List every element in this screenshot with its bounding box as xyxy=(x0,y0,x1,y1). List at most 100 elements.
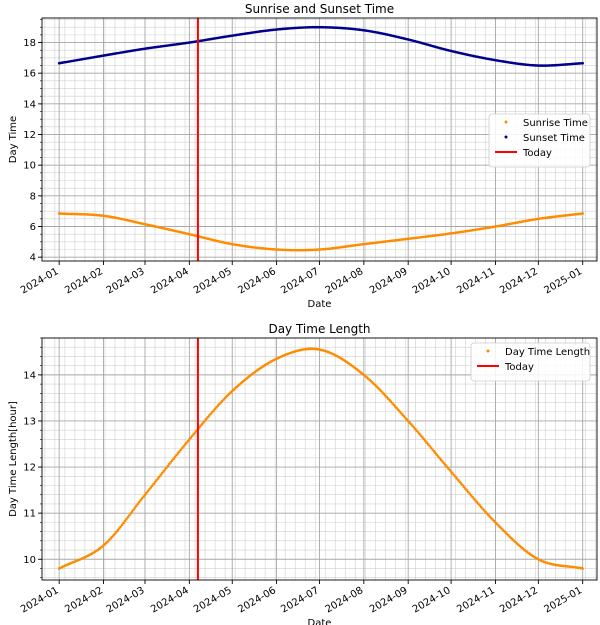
chart2-x-tick-label: 2024-10 xyxy=(411,585,453,615)
chart1-y-tick-label: 6 xyxy=(30,222,36,233)
chart2-series-1-point xyxy=(152,482,155,486)
chart2-x-tick-label: 2024-02 xyxy=(63,585,105,615)
chart1-series-1-point xyxy=(581,212,584,215)
chart2-x-tick-label: 2024-11 xyxy=(455,585,497,615)
chart2-series-1-point xyxy=(123,519,127,523)
chart2-series-1-point xyxy=(160,471,164,475)
chart2-y-tick-label: 11 xyxy=(23,509,36,520)
chart2-x-tick-label: 2024-07 xyxy=(279,585,321,615)
chart2-series-1-point xyxy=(434,451,437,455)
chart2-series-1-point xyxy=(444,463,447,467)
chart2-series-1-point xyxy=(126,515,130,519)
chart1-x-tick-label: 2024-09 xyxy=(368,266,410,296)
chart1-x-tick-label: 2025-01 xyxy=(542,266,584,296)
chart1-series-1 xyxy=(57,212,584,252)
chart2-series-1-point xyxy=(442,461,446,465)
chart2-series-1-point xyxy=(179,448,183,452)
chart2-series-1-point xyxy=(168,462,171,466)
chart2-y-tick-label: 13 xyxy=(23,416,36,427)
chart1-x-tick-label: 2024-06 xyxy=(236,266,278,296)
chart2-legend-label-1: Day Time Length xyxy=(505,347,590,358)
chart1-x-tick-label: 2024-01 xyxy=(19,266,61,296)
chart2-series-1-point xyxy=(421,436,424,439)
chart2-plot-area xyxy=(38,337,598,584)
chart1-legend-label-1: Sunrise Time xyxy=(523,118,588,129)
chart2-series-1-point xyxy=(190,434,194,438)
chart2-series-1-point xyxy=(456,478,460,482)
chart1-y-axis-label: Day Time xyxy=(8,116,19,163)
chart2-series-1-point xyxy=(419,434,423,438)
chart1-plot-area xyxy=(38,17,598,265)
chart2-series-1-point xyxy=(162,470,165,473)
chart2-legend: Day Time Length Today xyxy=(470,342,591,382)
chart2-series-1-point xyxy=(200,422,204,426)
chart2-series-1-point xyxy=(173,455,177,459)
chart2-x-tick-label: 2025-01 xyxy=(542,585,584,615)
chart1-series-2 xyxy=(57,25,584,67)
chart2-x-tick-label: 2024-06 xyxy=(236,585,278,615)
chart2-series-1-point xyxy=(165,466,168,470)
chart2-legend-label-2: Today xyxy=(504,362,534,373)
chart2-series-1-point xyxy=(116,528,120,532)
chart2-series-1-point xyxy=(468,492,471,495)
chart1-x-tick-label: 2024-05 xyxy=(192,266,234,296)
chart2-series-1-point xyxy=(142,495,145,498)
chart2-series-1-point xyxy=(147,488,151,491)
chart1-legend: Sunrise Time Sunset Time Today xyxy=(488,113,591,168)
chart2-series-1-point xyxy=(157,475,161,479)
chart1-x-tick-label: 2024-11 xyxy=(455,266,497,296)
chart2-series-1-point xyxy=(113,532,117,535)
chart2-series-1-point xyxy=(130,510,134,513)
chart2-x-tick-label: 2024-08 xyxy=(324,585,366,615)
chart2-series-1-point xyxy=(465,488,469,492)
chart2-series-1-point xyxy=(163,468,167,471)
chart2-series-1-point xyxy=(428,444,431,448)
chart2-x-tick-label: 2024-05 xyxy=(192,585,234,615)
chart2-series-1-point xyxy=(424,439,427,443)
chart2-x-tick-label: 2024-04 xyxy=(149,585,191,615)
chart1-x-axis-label: Date xyxy=(308,299,332,310)
chart2-series-1-point xyxy=(178,450,181,453)
chart2-series-1-point xyxy=(155,479,158,482)
chart1-series-2-point xyxy=(581,61,584,65)
chart1-legend-marker-2 xyxy=(504,135,508,139)
chart2-series-1-point xyxy=(170,459,174,462)
chart2-y-tick-label: 14 xyxy=(23,370,36,381)
chart1-y-tick-label: 16 xyxy=(23,69,36,80)
chart2-series-1-point xyxy=(176,452,180,455)
chart2-series-1-point xyxy=(188,438,191,441)
chart1-y-tick-label: 18 xyxy=(23,38,36,49)
chart1-title: Sunrise and Sunset Time xyxy=(245,2,394,16)
chart2-series-1-point xyxy=(159,473,163,477)
chart2-series-1-point xyxy=(127,514,131,517)
chart2-series-1-point xyxy=(438,456,441,460)
chart2-x-tick-label: 2024-09 xyxy=(368,585,410,615)
chart2-series-1-point xyxy=(432,449,436,453)
chart2-series-1-point xyxy=(462,485,466,489)
chart2-series-1-point xyxy=(189,436,193,440)
chart2-series-1-point xyxy=(459,482,463,485)
chart2-series-1 xyxy=(57,347,584,570)
chart2-series-1-point xyxy=(425,441,429,444)
chart1-x-tick-label: 2024-12 xyxy=(498,266,540,296)
chart2-legend-marker-1 xyxy=(486,349,490,353)
chart2-series-1-point xyxy=(422,437,426,441)
chart2-series-1-point xyxy=(133,506,137,510)
chart1-x-tick-label: 2024-02 xyxy=(63,266,105,296)
chart2-series-1-point xyxy=(136,502,140,506)
chart2-series-1-point xyxy=(166,464,170,468)
chart2-series-1-point xyxy=(199,424,203,427)
chart2-series-1-point xyxy=(119,525,122,528)
chart1-legend-label-2: Sunset Time xyxy=(523,133,585,144)
chart2-series-1-point xyxy=(205,417,208,421)
chart2-legend-box xyxy=(470,342,591,382)
chart2-series-1-point xyxy=(192,432,195,436)
chart2-series-1-point xyxy=(455,477,459,480)
chart2-series-1-point xyxy=(185,441,188,445)
chart1-y-tick-label: 12 xyxy=(23,130,36,141)
chart2-series-1-point xyxy=(464,487,467,490)
chart2-series-1-point xyxy=(429,446,433,450)
chart2-series-1-point xyxy=(150,484,154,488)
chart1-legend-box xyxy=(488,113,591,168)
chart2-title: Day Time Length xyxy=(268,322,370,336)
